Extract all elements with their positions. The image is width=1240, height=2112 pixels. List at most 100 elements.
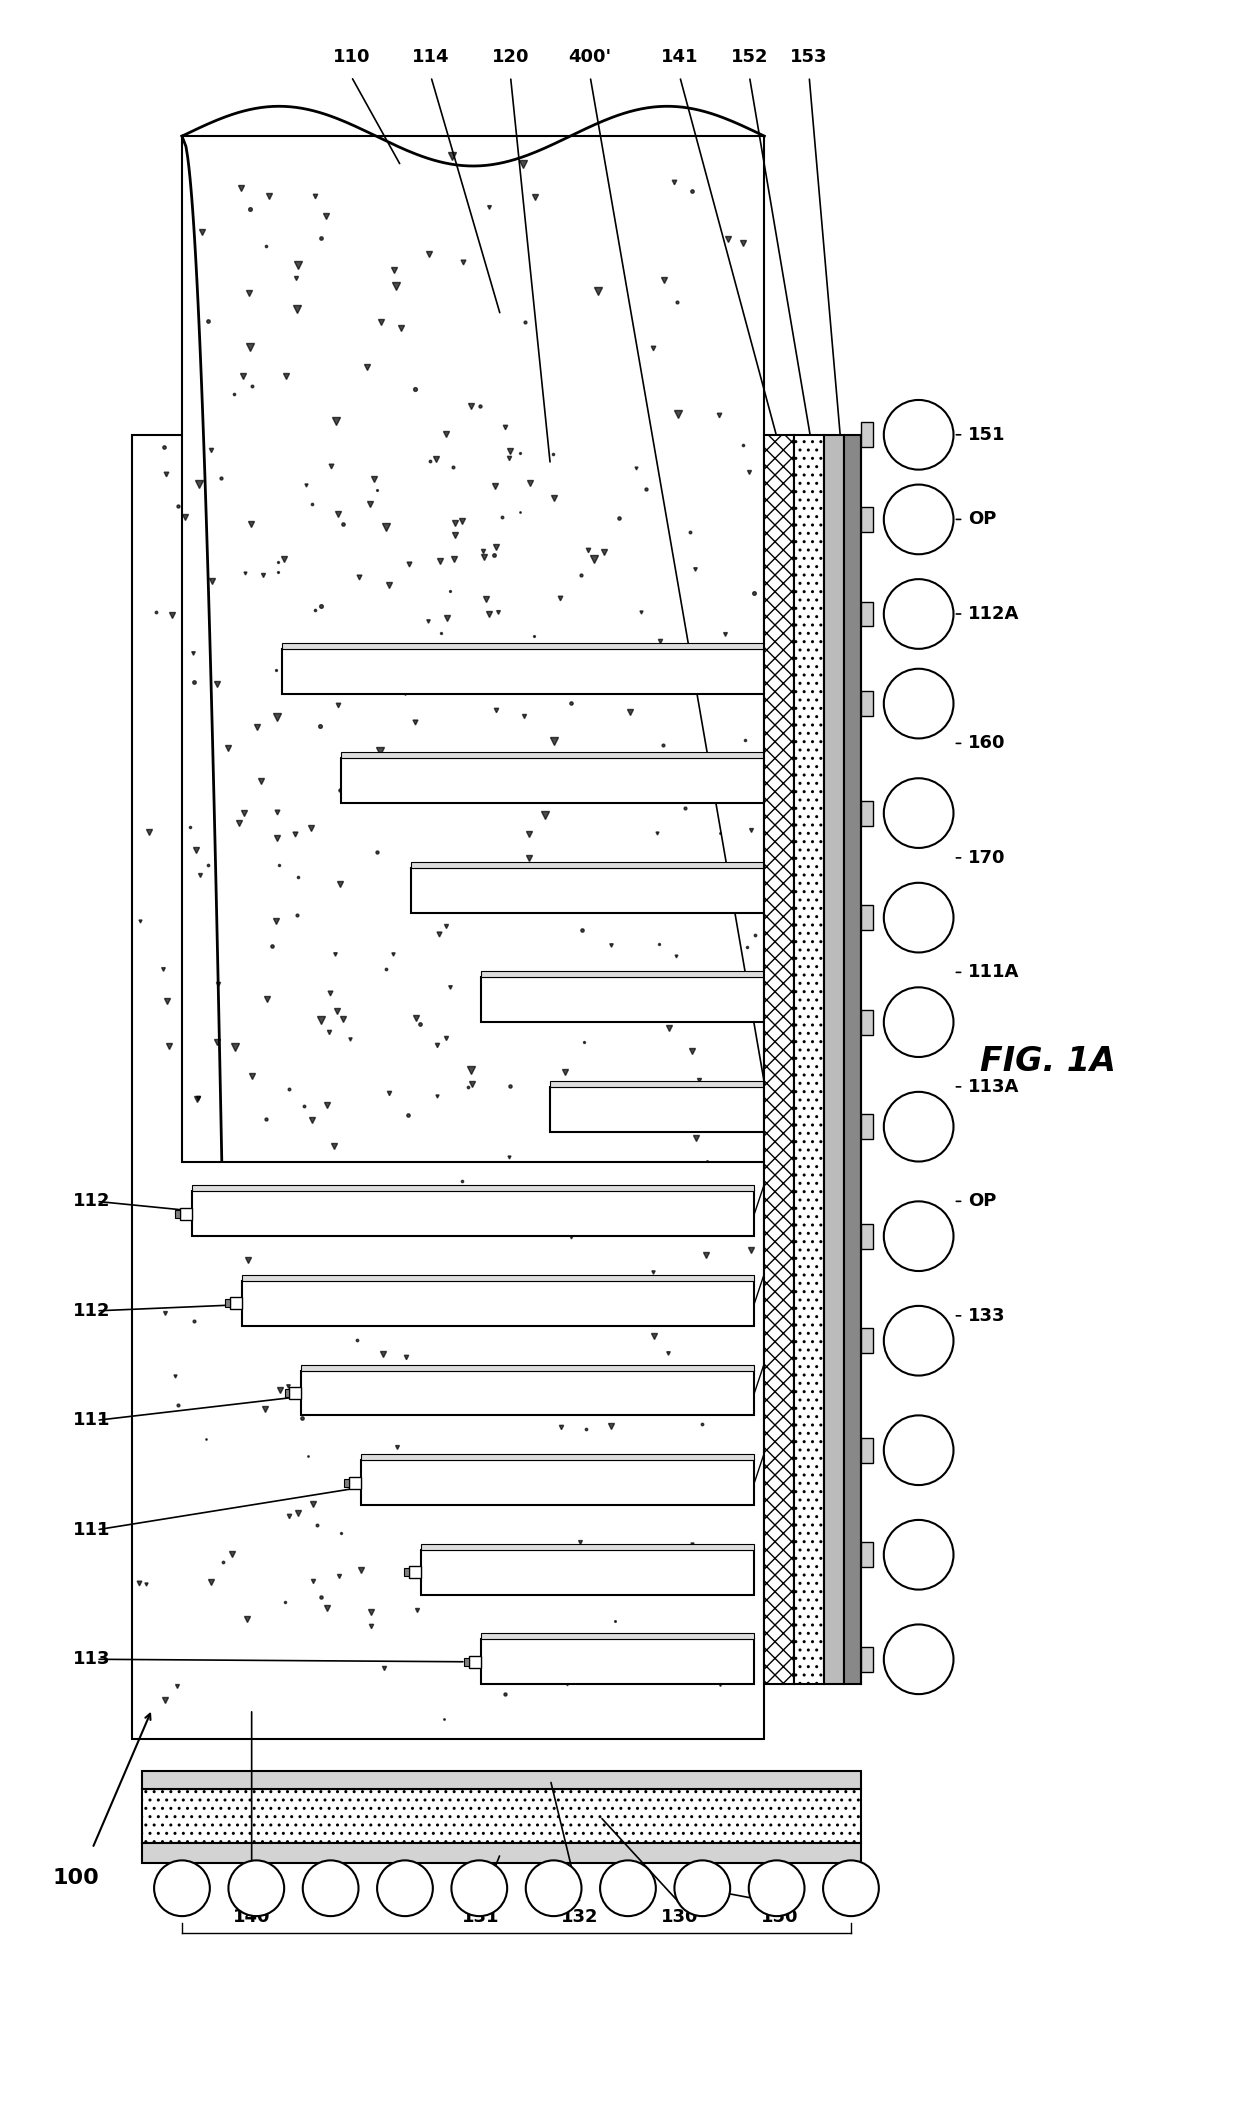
- Bar: [551, 1081, 764, 1088]
- Text: 152: 152: [730, 49, 768, 65]
- Text: 111A: 111A: [968, 963, 1019, 982]
- Circle shape: [884, 1415, 954, 1485]
- Bar: [861, 507, 873, 532]
- Circle shape: [228, 1861, 284, 1916]
- Bar: [284, 1390, 289, 1396]
- Bar: [861, 800, 873, 826]
- Text: 111: 111: [72, 1411, 110, 1430]
- Circle shape: [884, 777, 954, 847]
- Circle shape: [884, 399, 954, 469]
- Bar: [861, 1115, 873, 1138]
- Text: 140: 140: [233, 1907, 270, 1926]
- Bar: [420, 1550, 754, 1595]
- Circle shape: [884, 1624, 954, 1694]
- Text: 112: 112: [72, 1193, 110, 1210]
- Text: 400': 400': [569, 49, 611, 65]
- Bar: [861, 691, 873, 716]
- Bar: [409, 1567, 420, 1578]
- Circle shape: [377, 1861, 433, 1916]
- Bar: [192, 1185, 754, 1191]
- Text: 132: 132: [562, 1907, 599, 1926]
- Bar: [301, 1364, 754, 1371]
- Bar: [410, 862, 764, 868]
- Text: 113A: 113A: [968, 1077, 1019, 1096]
- Circle shape: [884, 986, 954, 1056]
- Bar: [861, 1328, 873, 1354]
- Bar: [224, 1299, 229, 1307]
- Bar: [281, 642, 764, 648]
- Bar: [180, 1208, 192, 1221]
- Bar: [341, 752, 764, 758]
- Bar: [861, 906, 873, 929]
- Bar: [825, 435, 844, 1683]
- Text: 113: 113: [72, 1649, 110, 1668]
- Bar: [861, 1438, 873, 1464]
- Text: 133: 133: [968, 1307, 1006, 1324]
- Text: 150: 150: [760, 1907, 799, 1926]
- Bar: [861, 422, 873, 448]
- Text: 170: 170: [968, 849, 1006, 866]
- Circle shape: [884, 484, 954, 553]
- Circle shape: [749, 1861, 805, 1916]
- Bar: [410, 868, 764, 912]
- Bar: [794, 435, 825, 1683]
- Text: 120: 120: [492, 49, 529, 65]
- Bar: [404, 1569, 409, 1576]
- Bar: [481, 972, 764, 978]
- Circle shape: [884, 579, 954, 648]
- Bar: [143, 1844, 861, 1863]
- Bar: [361, 1459, 754, 1506]
- Bar: [281, 648, 764, 693]
- Bar: [133, 435, 764, 1738]
- Circle shape: [600, 1861, 656, 1916]
- Bar: [192, 1191, 754, 1236]
- Bar: [481, 978, 764, 1022]
- Bar: [420, 1544, 754, 1550]
- Bar: [182, 135, 764, 1162]
- Circle shape: [526, 1861, 582, 1916]
- Bar: [242, 1276, 754, 1282]
- Circle shape: [884, 1092, 954, 1162]
- Bar: [481, 1639, 754, 1683]
- Bar: [143, 1789, 861, 1844]
- Text: 110: 110: [332, 49, 370, 65]
- Bar: [301, 1371, 754, 1415]
- Text: 100: 100: [52, 1869, 99, 1888]
- Bar: [861, 1010, 873, 1035]
- Text: 112: 112: [72, 1301, 110, 1320]
- Circle shape: [884, 1305, 954, 1375]
- Circle shape: [823, 1861, 879, 1916]
- Text: 131: 131: [461, 1907, 500, 1926]
- Bar: [764, 435, 794, 1683]
- Bar: [289, 1388, 301, 1398]
- Bar: [341, 758, 764, 803]
- Bar: [861, 1647, 873, 1673]
- Bar: [361, 1455, 754, 1459]
- Circle shape: [884, 1521, 954, 1590]
- Circle shape: [303, 1861, 358, 1916]
- Bar: [844, 435, 861, 1683]
- Text: 153: 153: [790, 49, 828, 65]
- Bar: [861, 1542, 873, 1567]
- Bar: [861, 602, 873, 627]
- Bar: [175, 1210, 180, 1219]
- Text: 112A: 112A: [968, 604, 1019, 623]
- Bar: [242, 1282, 754, 1326]
- Text: 160: 160: [968, 735, 1006, 752]
- Circle shape: [154, 1861, 210, 1916]
- Bar: [861, 1223, 873, 1248]
- Circle shape: [884, 883, 954, 953]
- Bar: [345, 1478, 350, 1487]
- Circle shape: [675, 1861, 730, 1916]
- Text: 151: 151: [968, 427, 1006, 444]
- Circle shape: [451, 1861, 507, 1916]
- Circle shape: [884, 670, 954, 739]
- Bar: [229, 1297, 242, 1309]
- Bar: [143, 1770, 861, 1789]
- Text: OP: OP: [968, 511, 997, 528]
- Bar: [481, 1633, 754, 1639]
- Bar: [464, 1658, 469, 1666]
- Bar: [469, 1656, 481, 1668]
- Text: 141: 141: [661, 49, 698, 65]
- Circle shape: [884, 1202, 954, 1271]
